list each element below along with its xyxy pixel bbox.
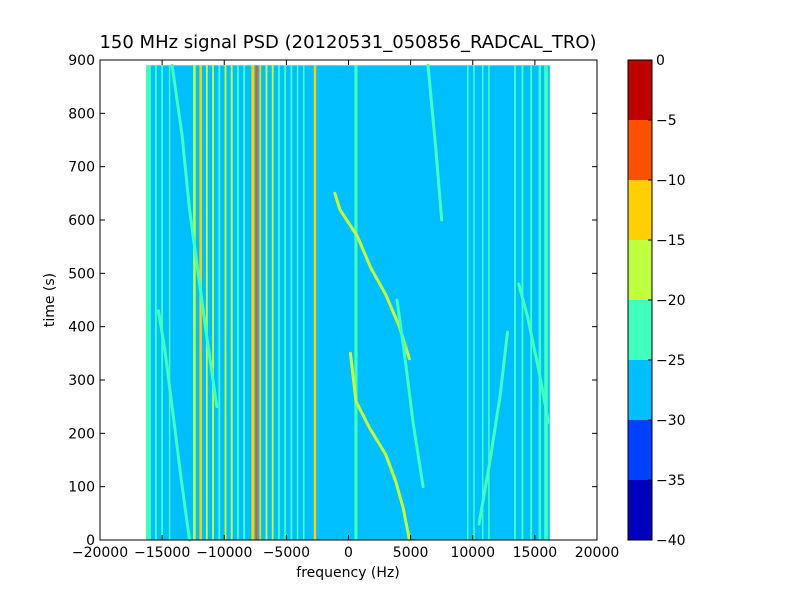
colorbar-tick-label: −10 — [656, 173, 686, 189]
x-tick-label: 20000 — [575, 545, 620, 561]
y-tick-label: 600 — [68, 213, 95, 229]
y-tick-label: 0 — [86, 533, 95, 549]
y-axis: 0 100 200 300 400 500 600 700 800 900 — [68, 53, 597, 549]
y-tick-label: 400 — [68, 320, 95, 336]
y-tick-label: 100 — [68, 480, 95, 496]
frequency-line — [230, 65, 233, 540]
colorbar-tick-label: −30 — [656, 413, 686, 429]
colorbar-segment — [628, 360, 652, 420]
colorbar-tick-label: −5 — [656, 113, 677, 129]
colorbar-tick-label: −20 — [656, 293, 686, 309]
doppler-trace — [348, 351, 411, 542]
doppler-trace — [426, 63, 444, 222]
frequency-line — [212, 65, 214, 540]
y-tick-label: 900 — [68, 53, 95, 69]
frequency-line — [284, 65, 287, 540]
colorbar-tick-label: −35 — [656, 473, 686, 489]
y-tick-label: 700 — [68, 160, 95, 176]
colorbar-tick-label: −25 — [656, 353, 686, 369]
frequency-line — [514, 65, 516, 540]
frequency-line — [145, 65, 151, 540]
colorbar-segment — [628, 480, 652, 540]
x-tick-label: −15000 — [134, 545, 190, 561]
colorbar-segment — [628, 120, 652, 180]
frequency-line — [193, 65, 196, 540]
frequency-line — [296, 65, 299, 540]
doppler-trace — [477, 330, 509, 526]
frequency-line — [473, 65, 475, 540]
heatmap-layer — [145, 63, 550, 542]
frequency-line — [544, 65, 548, 540]
frequency-line — [154, 65, 157, 540]
colorbar-segment — [628, 300, 652, 360]
x-axis: −20000 −15000 −10000 −5000 0 5000 10000 15000 20… — [72, 60, 619, 561]
frequency-line — [277, 65, 280, 540]
frequency-line — [488, 65, 490, 540]
colorbar: −40 −35 −30 −25 −20 −15 −10 −5 0 — [627, 53, 686, 549]
frequency-line — [251, 65, 255, 540]
doppler-trace — [156, 309, 191, 542]
y-tick-label: 800 — [68, 106, 95, 122]
x-axis-label: frequency (Hz) — [296, 565, 399, 581]
doppler-trace — [517, 282, 550, 425]
frequency-line — [481, 65, 484, 540]
y-tick-label: 300 — [68, 373, 95, 389]
colorbar-segment — [628, 60, 652, 120]
frequency-line — [168, 65, 171, 540]
frequency-line — [218, 65, 221, 540]
colorbar-segment — [628, 240, 652, 300]
x-tick-label: 5000 — [393, 545, 429, 561]
frequency-line — [530, 65, 533, 540]
colorbar-tick-label: 0 — [656, 53, 665, 69]
frequency-line — [265, 65, 268, 540]
x-tick-label: 10000 — [450, 545, 495, 561]
y-tick-label: 500 — [68, 266, 95, 282]
frequency-line — [243, 65, 246, 540]
frequency-line — [161, 65, 164, 540]
frequency-line — [224, 65, 227, 540]
frequency-line — [467, 65, 469, 540]
y-tick-label: 200 — [68, 426, 95, 442]
x-tick-label: −10000 — [196, 545, 252, 561]
frequency-line — [199, 65, 202, 540]
frequency-line — [259, 65, 262, 540]
frequency-line — [205, 65, 208, 540]
frequency-line — [313, 65, 317, 540]
frequency-line — [303, 65, 305, 540]
frequency-line — [236, 65, 239, 540]
x-tick-label: −5000 — [263, 545, 310, 561]
frequency-line — [354, 65, 358, 540]
frequency-line — [538, 65, 542, 540]
colorbar-segment — [628, 180, 652, 240]
frequency-line — [255, 65, 258, 540]
y-axis-label: time (s) — [42, 273, 58, 327]
doppler-trace — [395, 298, 425, 489]
x-tick-label: −20000 — [72, 545, 128, 561]
colorbar-tick-label: −15 — [656, 233, 686, 249]
x-tick-label: 0 — [344, 545, 353, 561]
doppler-trace — [170, 63, 219, 409]
frequency-line — [271, 65, 274, 540]
colorbar-segment — [628, 420, 652, 480]
x-tick-label: 15000 — [513, 545, 558, 561]
frequency-line — [290, 65, 293, 540]
chart-title: 150 MHz signal PSD (20120531_050856_RADC… — [99, 32, 596, 53]
plot-area — [99, 59, 598, 542]
colorbar-tick-label: −40 — [656, 533, 686, 549]
